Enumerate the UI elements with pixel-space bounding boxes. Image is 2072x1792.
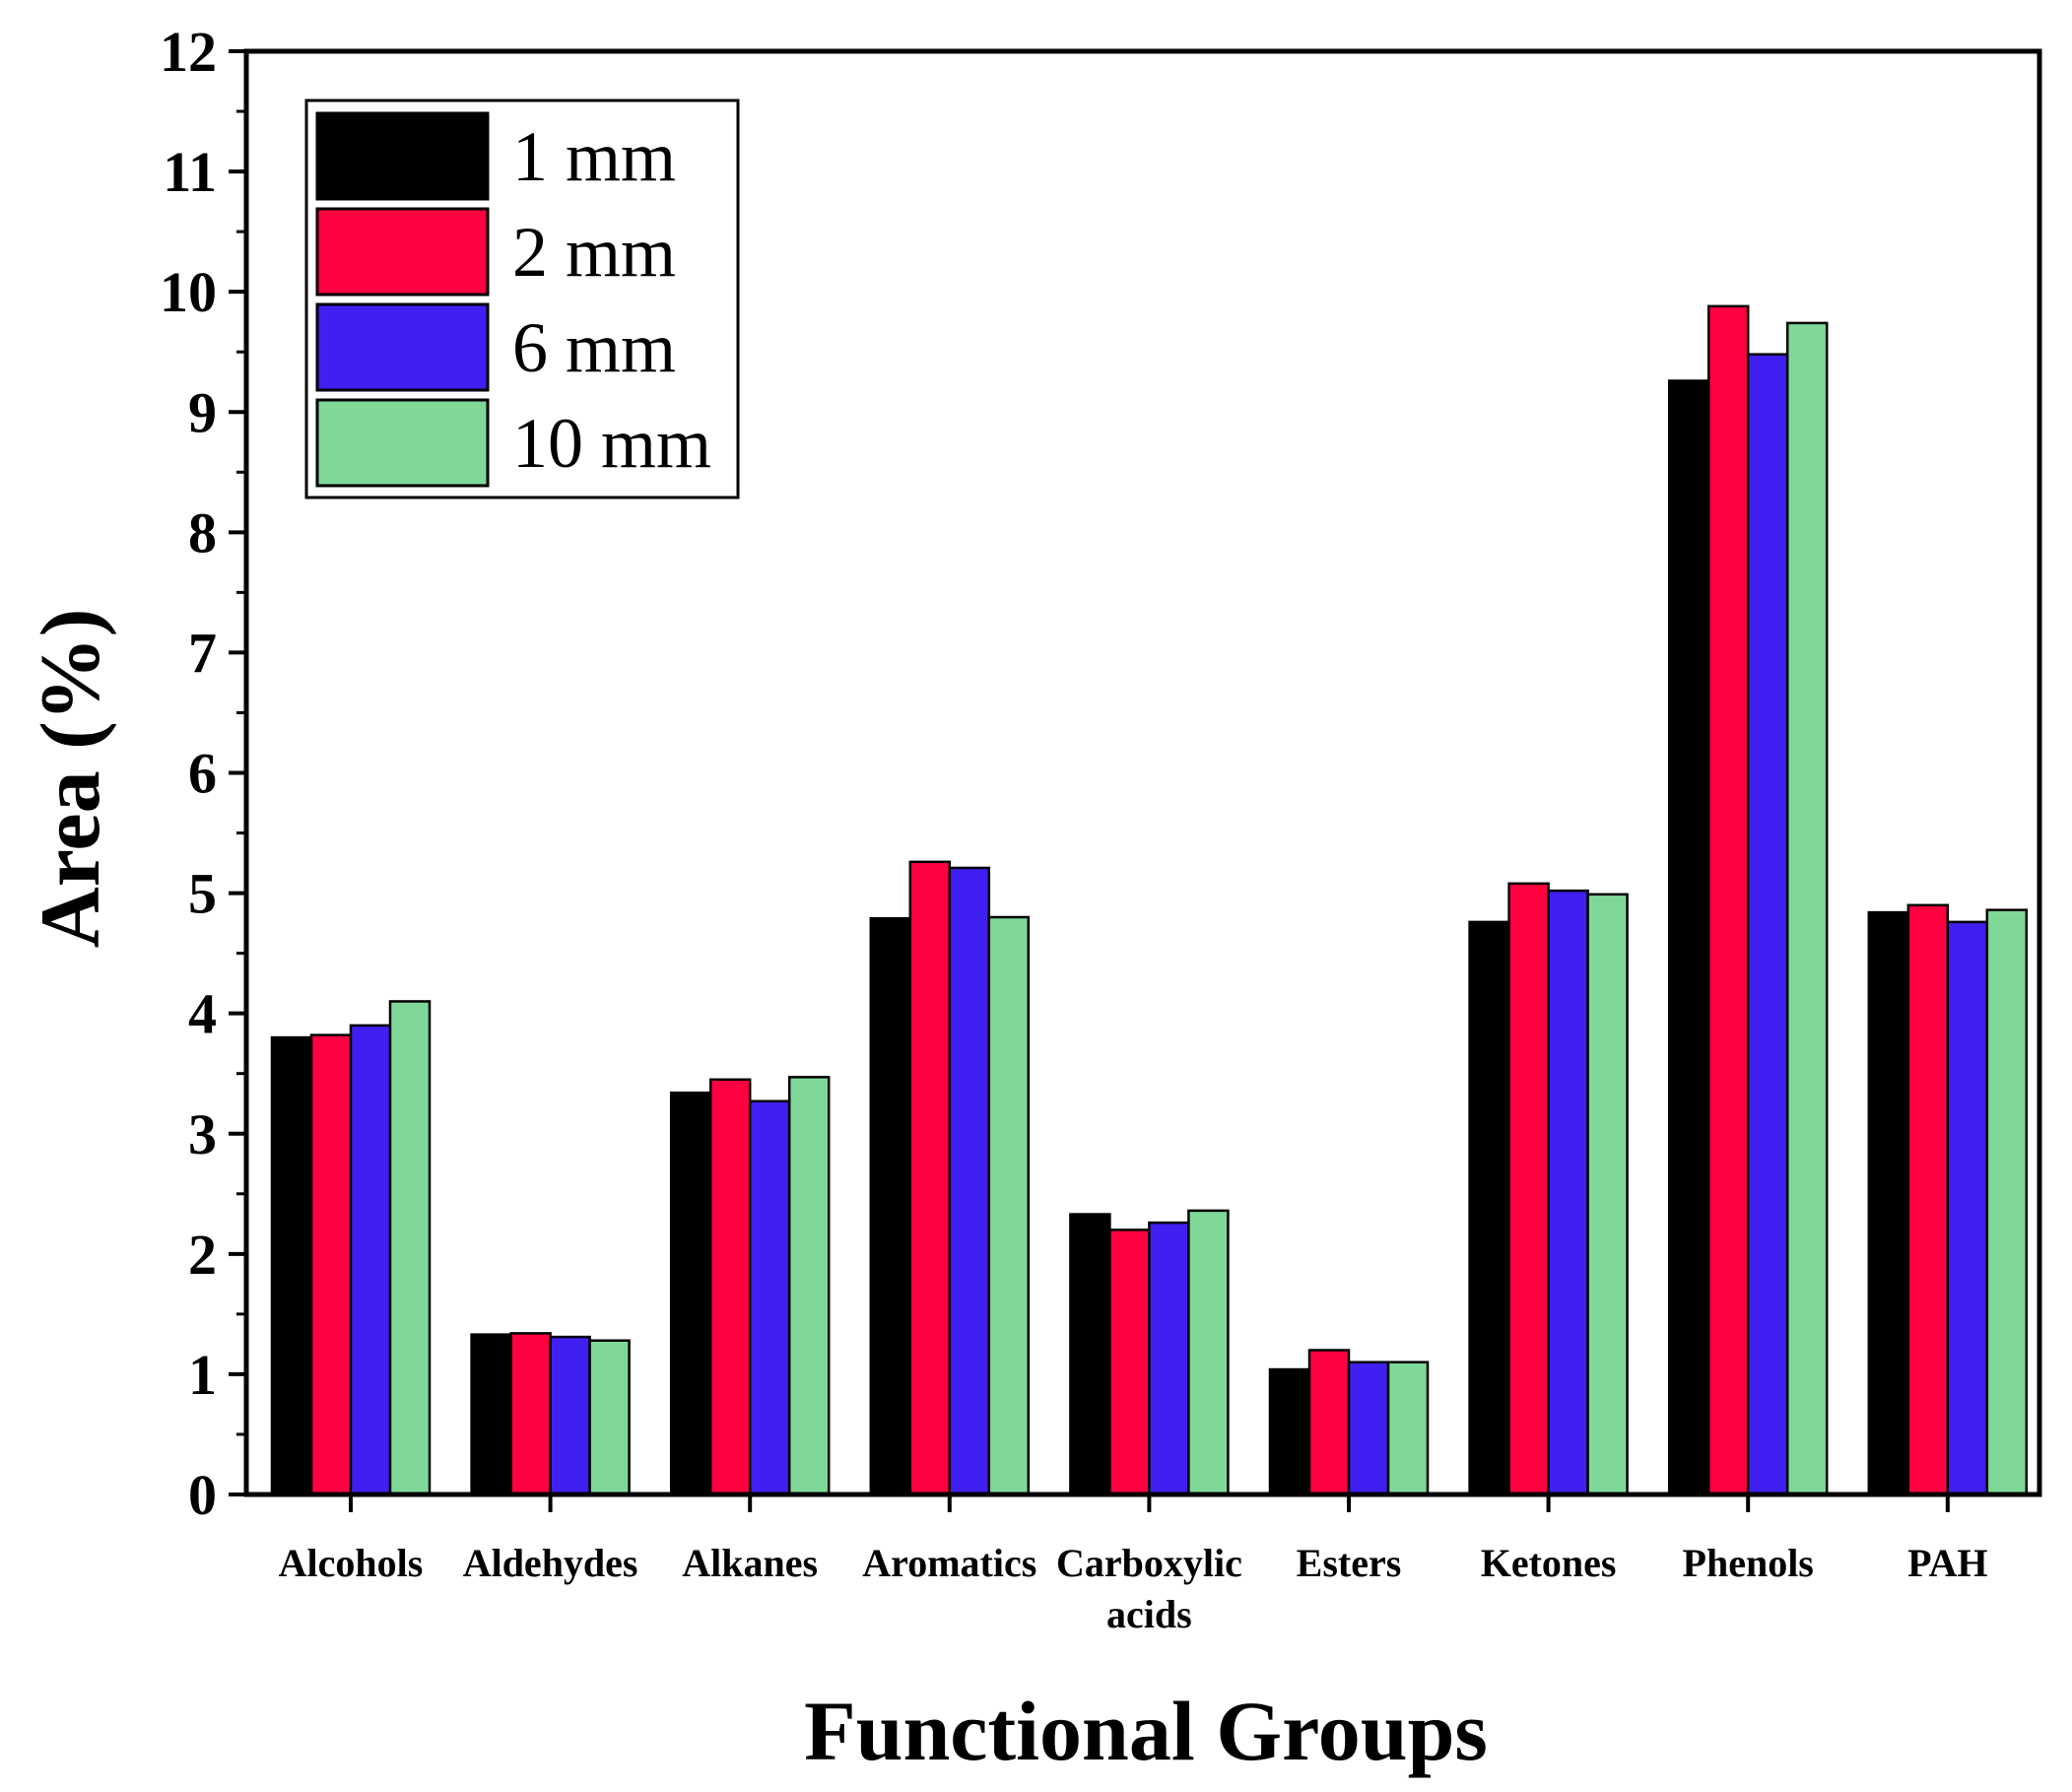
y-tick-label: 4 — [188, 982, 217, 1046]
bar-6mm-phenols — [1746, 353, 1789, 1496]
bar-6mm-alcohols — [349, 1024, 392, 1496]
bar-1mm-phenols — [1667, 379, 1710, 1496]
bar-10mm-alkanes — [787, 1076, 831, 1496]
y-axis-title: Area (%) — [23, 609, 117, 949]
x-category-label: Phenols — [1683, 1541, 1814, 1585]
x-category-label: Aldehydes — [463, 1541, 638, 1585]
bar-2mm-pah — [1906, 903, 1950, 1496]
legend-swatch — [315, 398, 490, 488]
bar-2mm-aldehydes — [509, 1332, 552, 1496]
bar-10mm-ketones — [1586, 893, 1629, 1496]
legend-swatch — [315, 207, 490, 297]
legend: 1 mm 2 mm 6 mm 10 mm — [304, 99, 740, 499]
bar-2mm-carboxylic-acids — [1108, 1228, 1151, 1496]
y-tick-label: 11 — [163, 140, 217, 204]
legend-label: 1 mm — [512, 117, 676, 196]
bar-1mm-esters — [1268, 1367, 1311, 1496]
bar-10mm-alcohols — [388, 1000, 432, 1496]
y-tick-label: 8 — [188, 500, 217, 564]
y-tick-label: 6 — [188, 742, 217, 806]
bar-10mm-phenols — [1785, 321, 1829, 1496]
bar-1mm-alkanes — [669, 1091, 712, 1496]
bar-2mm-alcohols — [309, 1033, 353, 1496]
y-tick-label: 3 — [188, 1102, 217, 1166]
bar-6mm-aldehydes — [549, 1335, 591, 1496]
y-tick-label: 12 — [160, 20, 217, 84]
y-tick-label: 5 — [188, 862, 217, 926]
bar-10mm-pah — [1985, 908, 2029, 1496]
x-category-label: Alkanes — [682, 1541, 818, 1585]
bar-1mm-ketones — [1468, 920, 1510, 1496]
x-category-label: acids — [1106, 1592, 1192, 1636]
bar-1mm-aldehydes — [470, 1333, 512, 1496]
bar-2mm-aromatics — [908, 860, 952, 1496]
bar-10mm-aromatics — [987, 915, 1031, 1496]
y-tick-label: 9 — [188, 380, 217, 444]
y-tick-label: 0 — [188, 1463, 217, 1527]
y-tick-label: 7 — [188, 621, 217, 685]
bar-6mm-ketones — [1547, 889, 1589, 1496]
x-axis-title: Functional Groups — [804, 1684, 1488, 1778]
bar-6mm-esters — [1347, 1361, 1390, 1496]
legend-label: 6 mm — [512, 308, 676, 387]
x-category-label: Alcohols — [279, 1541, 424, 1585]
legend-label: 2 mm — [512, 213, 676, 292]
x-category-label: Esters — [1297, 1541, 1402, 1585]
bar-2mm-esters — [1307, 1349, 1351, 1496]
y-tick-label: 2 — [188, 1223, 217, 1287]
bar-1mm-carboxylic-acids — [1069, 1213, 1111, 1496]
bar-10mm-esters — [1386, 1361, 1430, 1496]
y-tick-label: 1 — [188, 1343, 217, 1407]
x-category-label: Aromatics — [862, 1541, 1036, 1585]
x-axis-ticks: Alcohols Aldehydes Alkanes Aromatics Carboxy… — [279, 1494, 1988, 1636]
legend-label: 10 mm — [512, 404, 711, 483]
bar-6mm-alkanes — [748, 1099, 791, 1496]
bar-1mm-alcohols — [270, 1035, 313, 1496]
bar-2mm-phenols — [1706, 304, 1750, 1496]
bar-10mm-carboxylic-acids — [1187, 1209, 1230, 1496]
x-category-label: PAH — [1907, 1541, 1987, 1585]
legend-swatch — [315, 302, 490, 392]
bar-10mm-aldehydes — [588, 1339, 631, 1496]
legend-swatch — [315, 111, 490, 201]
bar-6mm-pah — [1946, 920, 1989, 1496]
x-category-label: Carboxylic — [1056, 1541, 1242, 1585]
bar-1mm-aromatics — [869, 916, 912, 1496]
y-tick-label: 10 — [160, 260, 217, 324]
bar-2mm-alkanes — [708, 1078, 752, 1496]
bar-1mm-pah — [1867, 910, 1910, 1496]
bar-6mm-aromatics — [948, 866, 991, 1496]
bar-6mm-carboxylic-acids — [1148, 1221, 1190, 1496]
bar-2mm-ketones — [1507, 882, 1550, 1496]
bars-group — [270, 304, 2029, 1496]
x-category-label: Ketones — [1481, 1541, 1617, 1585]
